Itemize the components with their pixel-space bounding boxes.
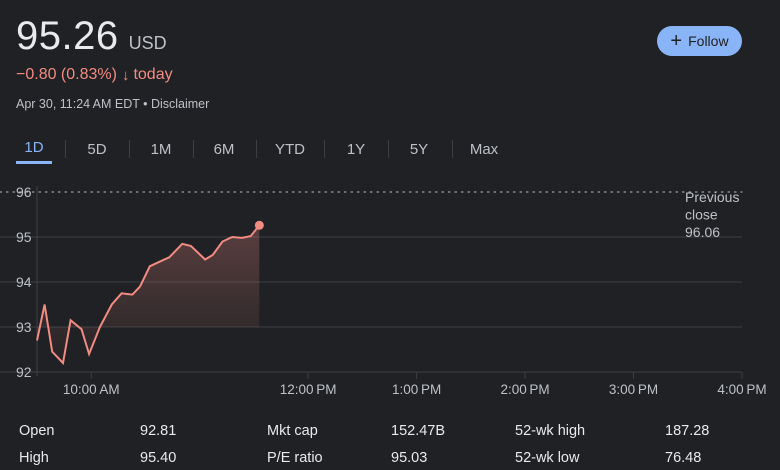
y-tick-label: 96 — [16, 184, 32, 200]
key-stats: Open 92.81 High 95.40 Mkt cap 152.47B P/… — [0, 418, 780, 470]
x-tick-label: 10:00 AM — [63, 382, 120, 397]
price-header: 95.26 USD — [16, 14, 167, 59]
range-tabs: 1D 5D 1M 6M YTD 1Y 5Y Max — [0, 134, 520, 166]
stat-label-pe-ratio: P/E ratio — [267, 450, 323, 466]
price-area-fill — [37, 225, 260, 363]
tab-divider — [65, 140, 66, 158]
stat-value-mkt-cap: 152.47B — [391, 423, 446, 439]
stat-label-52wk-high: 52-wk high — [515, 423, 586, 439]
tab-divider — [129, 140, 130, 158]
plus-icon: + — [670, 30, 683, 52]
timestamp-disclaimer[interactable]: Apr 30, 11:24 AM EDT • Disclaimer — [16, 97, 210, 111]
price-line — [36, 224, 261, 366]
previous-close-label: Previous — [685, 189, 739, 205]
x-tick-label: 4:00 PM — [717, 382, 766, 397]
change-value: −0.80 (0.83%) — [16, 66, 117, 83]
previous-close-value: 96.06 — [685, 224, 720, 240]
currency-code: USD — [128, 33, 167, 53]
tab-divider — [452, 140, 453, 158]
y-tick-label: 93 — [16, 319, 32, 335]
stat-label-mkt-cap: Mkt cap — [267, 423, 318, 439]
previous-close-label: close — [685, 207, 718, 223]
x-tick-label: 12:00 PM — [280, 382, 337, 397]
y-tick-label: 94 — [16, 274, 32, 290]
price-change: −0.80 (0.83%) ↓ today — [16, 66, 173, 84]
stat-value-high: 95.40 — [140, 450, 177, 466]
stat-value-52wk-high: 187.28 — [665, 423, 710, 439]
stat-value-pe-ratio: 95.03 — [391, 450, 428, 466]
tab-divider — [256, 140, 257, 158]
follow-button[interactable]: + Follow — [657, 26, 742, 56]
current-price: 95.26 — [16, 14, 119, 58]
x-tick-label: 1:00 PM — [392, 382, 441, 397]
stat-label-open: Open — [19, 423, 55, 439]
tab-5y[interactable]: 5Y — [409, 140, 429, 158]
follow-label: Follow — [688, 33, 729, 49]
price-chart[interactable]: 92 93 94 95 96 10:00 AM 12:00 PM 1:00 PM 2:00 P… — [0, 176, 780, 400]
tab-ytd[interactable]: YTD — [275, 140, 305, 158]
tab-1m[interactable]: 1M — [150, 140, 172, 158]
tab-5d[interactable]: 5D — [87, 140, 107, 158]
y-tick-label: 92 — [16, 364, 32, 380]
x-tick-label: 2:00 PM — [500, 382, 549, 397]
tab-divider — [324, 140, 325, 158]
change-period: today — [133, 66, 173, 83]
arrow-down-icon: ↓ — [121, 66, 130, 84]
current-price-marker — [254, 220, 264, 230]
stat-label-high: High — [19, 450, 49, 466]
tab-6m[interactable]: 6M — [213, 140, 235, 158]
tab-max[interactable]: Max — [469, 140, 499, 158]
stat-value-open: 92.81 — [140, 423, 177, 439]
tab-divider — [193, 140, 194, 158]
tab-1y[interactable]: 1Y — [346, 140, 366, 158]
x-tick-label: 3:00 PM — [609, 382, 658, 397]
y-tick-label: 95 — [16, 229, 32, 245]
stat-label-52wk-low: 52-wk low — [515, 450, 580, 466]
tab-divider — [388, 140, 389, 158]
stat-value-52wk-low: 76.48 — [665, 450, 702, 466]
tab-1d[interactable]: 1D — [16, 134, 52, 164]
